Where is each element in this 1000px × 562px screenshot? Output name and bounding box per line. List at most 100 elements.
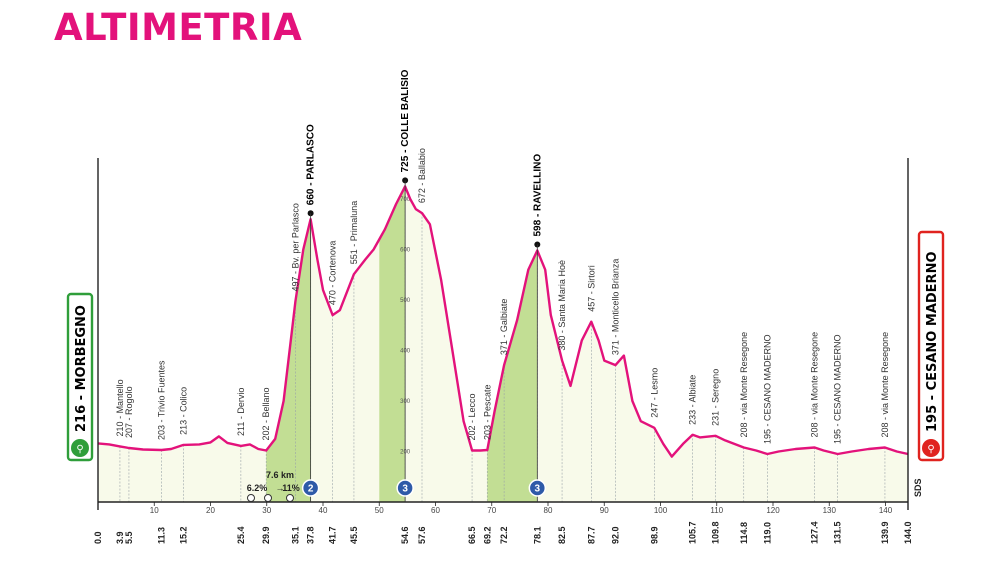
km-label: 105.7 [688,521,698,544]
x-tick-label: 90 [600,506,609,515]
km-label: 131.5 [833,521,843,544]
x-tick-label: 30 [262,506,271,515]
climb-max-grade: 11% [282,483,300,493]
page-title: ALTIMETRIA [54,6,303,49]
place-label: 371 - Monticello Brianza [611,259,621,356]
finish-frame [917,230,945,462]
km-label: 144.0 [903,521,913,544]
finish-bike-glyph: ⚲ [927,444,934,455]
x-tick-label: 120 [766,506,780,515]
category-number: 3 [535,484,541,495]
sprint-marker-icon [264,494,272,502]
sprint-marker-icon [247,494,255,502]
place-label: 208 - via Monte Resegone [739,332,749,438]
place-label: 202 - Bellano [261,387,271,440]
start-bike-glyph: ⚲ [76,444,83,455]
km-label: 87.7 [586,526,596,544]
category-circle [528,479,547,497]
start-box: ⚲ 216 - MORBEGNO [66,292,94,462]
place-label: 497 - Bv. per Parlasco [290,203,300,291]
km-label: 41.7 [328,526,338,544]
x-tick-label: 140 [879,506,893,515]
km-label: 72.2 [499,526,509,544]
climb-category-badge: 3 [528,479,547,497]
place-label: 203 - Pescate [482,384,492,440]
summit-label: 598 - RAVELLINO [532,154,543,237]
km-label: 92.0 [611,526,621,544]
x-tick-label: 80 [544,506,553,515]
km-label: 109.8 [711,521,721,544]
place-label: 213 - Colico [179,387,189,435]
place-label: 457 - Sirtori [586,265,596,312]
sprint-marker-icon [286,494,294,502]
km-label: 139.9 [880,521,890,544]
km-label: 5.5 [124,531,134,544]
place-label: 247 - Lesmo [649,368,659,418]
km-label: 15.2 [179,526,189,544]
place-label: 208 - via Monte Resegone [880,332,890,438]
km-label: 114.8 [739,522,749,544]
km-label: 69.2 [482,526,492,544]
finish-box: ⚲ 195 - CESANO MADERNO [917,230,945,462]
place-label: 551 - Primaluna [349,201,359,265]
brand-logo: SDS [913,478,923,497]
place-label: 202 - Lecco [467,393,477,440]
x-tick-label: 110 [710,506,723,515]
start-bike-icon [71,439,89,457]
km-label: 45.5 [349,526,359,544]
summit-label: 660 - PARLASCO [306,124,317,205]
km-label: 3.9 [115,531,125,544]
x-tick-label: 40 [319,506,328,515]
km-label: 29.9 [261,526,271,544]
finish-label: 195 - CESANO MADERNO [925,252,940,433]
x-tick-label: 20 [206,506,215,515]
place-label: 371 - Galbiate [499,299,509,356]
climb-category-badge: 3 [396,479,414,497]
place-label: 195 - CESANO MADERNO [762,334,772,444]
start-label: 216 - MORBEGNO [74,305,89,432]
km-label: 25.4 [236,526,246,544]
finish-bike-icon [922,439,940,457]
category-number: 3 [402,484,408,495]
km-label: 0.0 [93,531,103,544]
place-label: 233 - Albiate [688,375,698,425]
km-label: 98.9 [649,526,659,544]
x-tick-label: 130 [823,506,837,515]
x-tick-label: 50 [375,506,384,515]
place-label: 470 - Cortenova [328,241,338,306]
climb-area-3 [487,250,538,502]
place-label: 231 - Seregno [711,369,721,426]
x-tick-label: 10 [150,506,159,515]
climb-category-badge: 2 [301,479,320,497]
km-label: 35.1 [290,526,300,544]
place-label: 208 - via Monte Resegone [810,332,820,438]
place-label: 195 - CESANO MADERNO [833,334,843,444]
km-label: 66.5 [467,526,477,544]
climb-avg-grade: 6.2% [247,483,268,493]
km-label: 119.0 [762,522,772,544]
km-label: 82.5 [557,526,567,544]
km-label: 54.6 [400,526,410,544]
x-tick-label: 100 [654,506,668,515]
x-tick-label: 70 [487,506,496,515]
category-number: 2 [308,484,314,495]
profile-line [97,185,909,458]
place-label: 211 - Dervio [236,388,246,436]
km-label: 37.8 [306,526,316,544]
km-label: 11.3 [157,527,167,544]
km-label: 57.6 [417,526,427,544]
place-label: 207 - Rogolo [124,386,134,438]
km-label: 78.1 [532,526,542,544]
start-frame [66,292,94,462]
place-label: 672 - Ballabio [417,148,427,203]
climb-arrow: → [276,483,285,493]
category-circle [396,479,414,497]
climb-length: 7.6 km [266,470,294,480]
place-label: 210 - Mantello [115,379,125,436]
climb-area-2 [379,186,406,502]
place-label: 203 - Trivio Fuentes [157,360,167,440]
x-tick-label: 60 [431,506,440,515]
category-circle [301,479,320,497]
place-label: 380 - Santa Maria Hoè [557,260,567,351]
